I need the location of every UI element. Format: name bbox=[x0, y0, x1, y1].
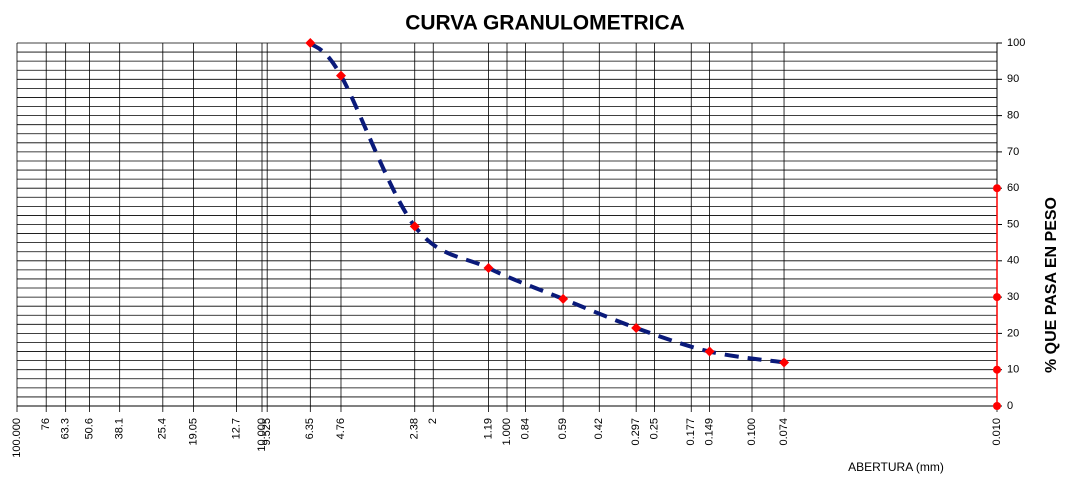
data-point bbox=[409, 221, 420, 232]
chart-title: CURVA GRANULOMETRICA bbox=[405, 12, 685, 35]
x-tick-label: 0.84 bbox=[519, 418, 531, 439]
series-line bbox=[308, 41, 785, 365]
x-tick-label: 2.38 bbox=[409, 418, 421, 439]
x-tick-label: 4.76 bbox=[335, 418, 347, 439]
y-tick-label: 100 bbox=[1007, 37, 1025, 49]
data-point bbox=[993, 365, 1001, 374]
x-tick-label: 63.3 bbox=[60, 418, 72, 439]
y-tick-label: 80 bbox=[1007, 110, 1019, 122]
x-tick-label: 1.19 bbox=[482, 418, 494, 439]
data-point bbox=[305, 38, 316, 48]
x-tick-label: 2 bbox=[427, 418, 439, 424]
data-point bbox=[483, 263, 494, 274]
x-tick-label: 0.59 bbox=[557, 418, 569, 439]
x-tick-label: 1.000 bbox=[501, 418, 513, 446]
y-axis-label: % QUE PASA EN PESO bbox=[1043, 197, 1060, 373]
y-tick-label: 30 bbox=[1007, 291, 1019, 303]
data-point bbox=[993, 293, 1001, 302]
y-tick-label: 20 bbox=[1007, 327, 1019, 339]
y-tick-label: 90 bbox=[1007, 73, 1019, 85]
data-point bbox=[779, 357, 790, 368]
x-tick-label: 0.010 bbox=[991, 418, 1003, 446]
x-tick-label: 0.42 bbox=[593, 418, 605, 439]
x-tick-label: 100.000 bbox=[11, 418, 23, 458]
y-tick-label: 40 bbox=[1007, 255, 1019, 267]
x-tick-label: 6.35 bbox=[304, 418, 316, 439]
y-tick-label: 10 bbox=[1007, 364, 1019, 376]
x-tick-label: 0.177 bbox=[685, 418, 697, 446]
x-tick-label: 38.1 bbox=[114, 418, 126, 439]
x-tick-label: 12.7 bbox=[230, 418, 242, 439]
data-point bbox=[993, 184, 1001, 193]
x-tick-label: 0.25 bbox=[648, 418, 660, 439]
y-tick-label: 0 bbox=[1007, 400, 1013, 412]
x-tick-label: 25.4 bbox=[157, 418, 169, 439]
y-tick-label: 60 bbox=[1007, 182, 1019, 194]
x-tick-label: 0.100 bbox=[746, 418, 758, 446]
data-point bbox=[631, 322, 642, 333]
x-tick-label: 19.05 bbox=[187, 418, 199, 446]
data-point bbox=[558, 293, 569, 304]
data-point bbox=[335, 70, 346, 81]
data-point bbox=[993, 402, 1001, 410]
x-tick-label: 0.297 bbox=[630, 418, 642, 446]
x-tick-label: 50.6 bbox=[83, 418, 95, 439]
x-tick-label: 10.000 bbox=[256, 418, 268, 452]
x-axis-label: ABERTURA (mm) bbox=[848, 460, 944, 474]
x-tick-label: 0.074 bbox=[778, 418, 790, 446]
x-tick-label: 0.149 bbox=[703, 418, 715, 446]
data-point bbox=[704, 346, 715, 357]
y-tick-label: 70 bbox=[1007, 146, 1019, 158]
x-tick-label: 9.525 bbox=[261, 418, 273, 446]
x-tick-label: 76 bbox=[40, 418, 52, 430]
y-tick-label: 50 bbox=[1007, 218, 1019, 230]
